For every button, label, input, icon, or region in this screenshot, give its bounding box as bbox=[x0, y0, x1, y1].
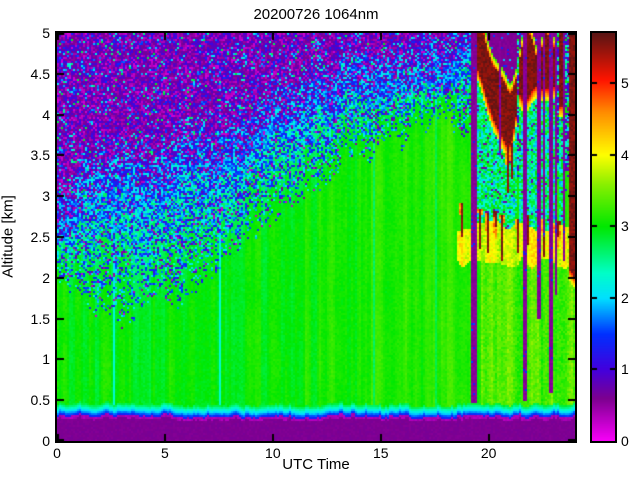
x-tick-label: 15 bbox=[372, 445, 389, 461]
y-tick-label: 4 bbox=[42, 106, 50, 123]
x-tick-label: 5 bbox=[161, 445, 169, 461]
colorbar-tick-label: 0 bbox=[621, 433, 629, 449]
colorbar-tick-label: 2 bbox=[621, 289, 629, 306]
plot-title: 20200726 1064nm bbox=[253, 6, 379, 23]
x-tick-label: 20 bbox=[480, 445, 497, 461]
y-tick-label: 4.5 bbox=[30, 65, 50, 82]
colorbar-canvas bbox=[592, 33, 615, 441]
colorbar-tick-label: 5 bbox=[621, 75, 629, 92]
plot-frame bbox=[55, 31, 577, 443]
y-tick-label: 5 bbox=[42, 25, 50, 41]
y-tick-label: 0.5 bbox=[30, 392, 50, 409]
y-tick-label: 0 bbox=[42, 433, 50, 449]
x-axis-label: UTC Time bbox=[282, 456, 350, 473]
x-tick-label: 10 bbox=[265, 445, 281, 461]
y-tick-label: 1.5 bbox=[30, 310, 50, 327]
colorbar-tick-label: 1 bbox=[621, 361, 629, 378]
y-tick-label: 2 bbox=[42, 269, 50, 286]
y-tick-label: 3.5 bbox=[30, 147, 50, 164]
y-tick-label: 3 bbox=[42, 188, 50, 205]
colorbar-tick-label: 4 bbox=[621, 146, 629, 163]
x-tick-label: 0 bbox=[53, 445, 61, 461]
y-tick-label: 1 bbox=[42, 351, 50, 368]
y-tick-label: 2.5 bbox=[30, 229, 50, 245]
colorbar-tick-label: 3 bbox=[621, 218, 629, 235]
heatmap-canvas bbox=[57, 33, 575, 441]
colorbar-frame bbox=[590, 31, 617, 443]
